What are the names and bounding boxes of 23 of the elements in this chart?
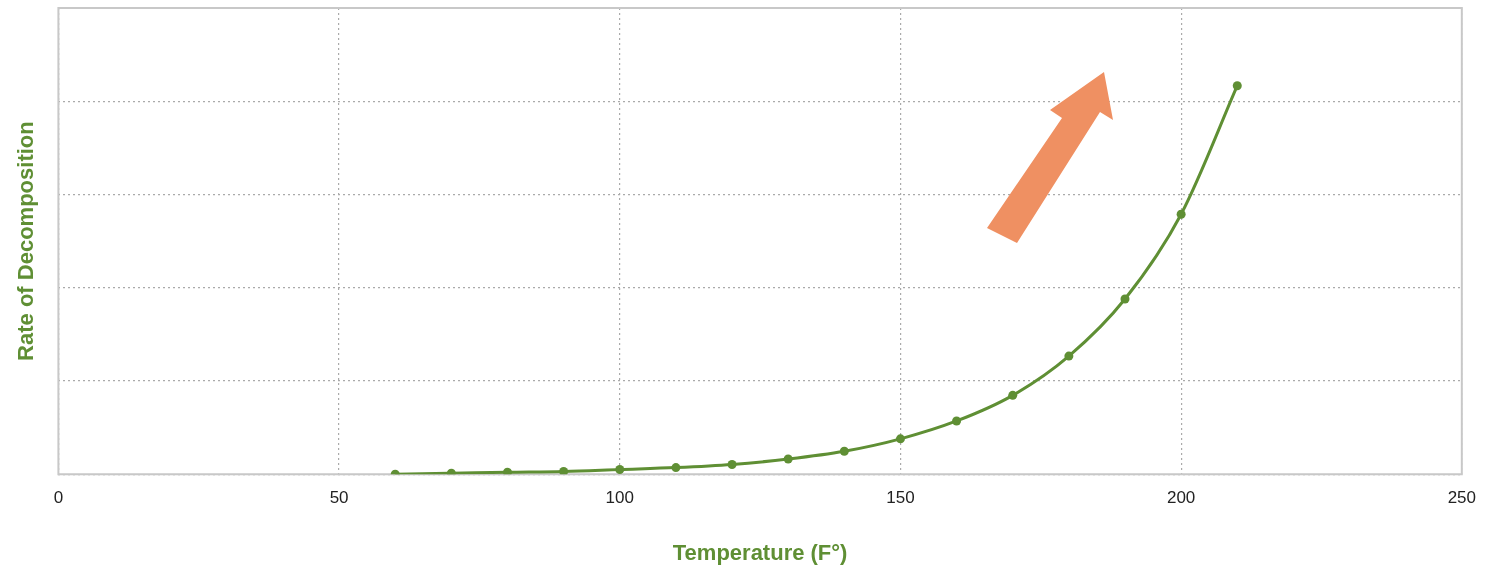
x-axis-title: Temperature (F°) — [672, 539, 848, 565]
point — [783, 454, 793, 464]
point — [727, 459, 737, 469]
point — [839, 446, 849, 456]
point — [502, 467, 512, 475]
point — [559, 466, 569, 475]
point — [952, 416, 962, 426]
point — [1176, 209, 1186, 219]
y-axis-title: Rate of Decomposition — [13, 121, 39, 361]
x-tick-label: 0 — [53, 488, 64, 508]
point — [615, 465, 625, 475]
point — [446, 468, 456, 475]
point — [895, 434, 905, 444]
x-tick-label: 50 — [329, 488, 349, 508]
x-tick-label: 250 — [1447, 488, 1477, 508]
x-tick-label: 150 — [886, 488, 915, 508]
point — [1120, 294, 1130, 304]
x-tick-label: 200 — [1166, 488, 1196, 508]
x-tick-label: 100 — [605, 488, 634, 508]
point — [671, 463, 681, 473]
point — [1064, 351, 1074, 361]
point — [1232, 81, 1242, 91]
point — [1008, 390, 1018, 400]
